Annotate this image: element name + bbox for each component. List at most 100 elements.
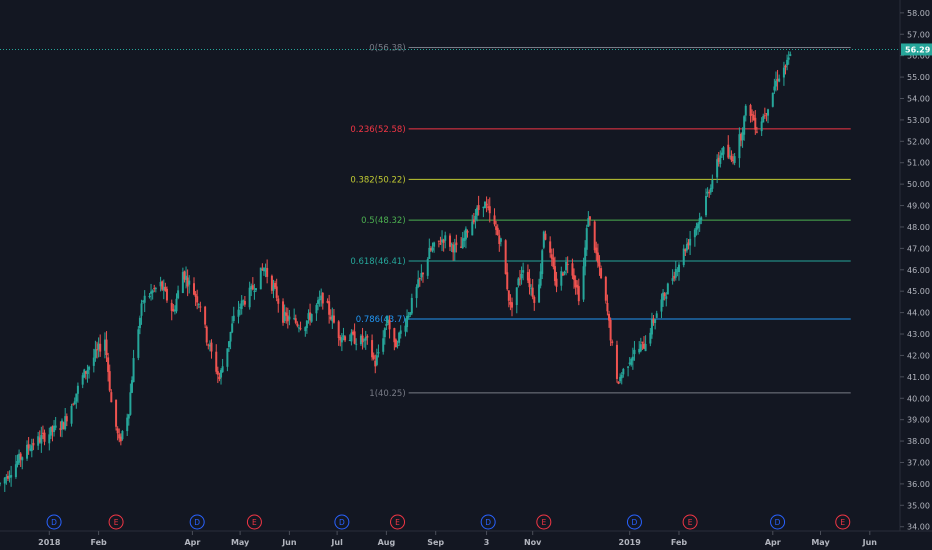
candle-body <box>30 445 33 452</box>
candle-body <box>650 319 653 335</box>
candle-body <box>138 317 141 329</box>
candle-body <box>507 290 510 301</box>
earnings-marker[interactable]: E <box>536 514 552 530</box>
candle-body <box>107 357 110 372</box>
candle-body <box>385 323 388 326</box>
candle-body <box>173 309 176 312</box>
candle-body <box>148 296 151 298</box>
candle-body <box>14 464 17 478</box>
candle-body <box>226 348 229 367</box>
earnings-marker[interactable]: E <box>682 514 698 530</box>
dividend-marker[interactable]: D <box>189 514 205 530</box>
candle-body <box>220 370 223 378</box>
candle-body <box>309 312 312 321</box>
candle-body <box>585 228 588 250</box>
candle-body <box>673 275 676 279</box>
event-circle <box>626 514 642 530</box>
candle-body <box>62 422 65 430</box>
candle-body <box>522 270 525 273</box>
earnings-marker[interactable]: E <box>835 514 851 530</box>
candle-body <box>404 325 407 332</box>
candle-body <box>565 261 568 271</box>
fibonacci-retracement[interactable]: 0(56.38) 0.236(52.58) 0.382(50.22) 0.5(48.3… <box>350 44 851 399</box>
candle-body <box>342 335 345 337</box>
candle-body <box>374 360 377 367</box>
price-axis[interactable]: 34.00 35.00 36.00 37.00 38.00 39.00 40.00 41.00… <box>900 9 930 532</box>
candle-body <box>782 67 785 78</box>
candle-body <box>642 343 645 349</box>
candle-body <box>363 339 366 341</box>
candle-body <box>218 376 221 380</box>
last-price-badge <box>901 43 932 56</box>
candle-body <box>495 226 498 230</box>
candle-body <box>461 238 464 249</box>
dividend-marker[interactable]: D <box>770 514 786 530</box>
candle-body <box>611 341 614 344</box>
candle-body <box>251 285 254 290</box>
time-axis[interactable]: 2018 Feb Apr May Jun Jul Aug Sep 3 Nov 2019 Feb Apr M… <box>38 531 877 547</box>
x-tick-label: Feb <box>90 538 107 547</box>
candle-body <box>728 155 731 157</box>
candle-body <box>116 428 119 434</box>
y-tick-label: 35.00 <box>907 501 930 510</box>
x-tick-label: Sep <box>427 538 444 547</box>
candle-body <box>460 246 463 248</box>
candle-body <box>530 287 533 289</box>
candle-body <box>593 221 596 251</box>
event-circle <box>536 514 552 530</box>
candle-body <box>170 302 173 311</box>
candle-body <box>450 243 453 245</box>
candle-body <box>172 309 175 312</box>
candle-body <box>399 330 402 334</box>
candle-body <box>231 323 234 333</box>
candle-body <box>140 303 143 316</box>
candle-body <box>16 460 19 465</box>
candle-body <box>410 297 413 314</box>
candle-body <box>364 337 367 341</box>
candle-body <box>255 288 258 291</box>
candle-body <box>649 332 652 344</box>
candle-body <box>717 157 720 162</box>
candle-body <box>262 267 265 272</box>
earnings-marker[interactable]: E <box>390 514 406 530</box>
candle-body <box>282 301 285 323</box>
candle-body <box>394 339 397 348</box>
event-label: E <box>541 518 546 527</box>
candle-body <box>485 203 488 206</box>
earnings-marker[interactable]: E <box>108 514 124 530</box>
y-tick-label: 47.00 <box>907 244 930 253</box>
candle-body <box>270 275 273 291</box>
candle-body <box>627 366 630 368</box>
candle-body <box>639 344 642 352</box>
candle-body <box>542 231 545 248</box>
dividend-marker[interactable]: D <box>334 514 350 530</box>
candle-body <box>439 243 442 245</box>
candle-body <box>143 295 146 303</box>
dividend-marker[interactable]: D <box>46 514 62 530</box>
y-tick-label: 42.00 <box>907 351 930 360</box>
candle-body <box>293 318 296 320</box>
dividend-marker[interactable]: D <box>480 514 496 530</box>
earnings-marker[interactable]: E <box>246 514 262 530</box>
candle-body <box>216 371 219 375</box>
candle-body <box>442 239 445 243</box>
candle-body <box>92 357 95 366</box>
event-label: E <box>840 518 845 527</box>
candle-body <box>329 316 332 320</box>
candle-body <box>482 206 485 209</box>
candle-body <box>371 340 374 358</box>
candle-body <box>229 331 232 342</box>
candle-body <box>18 453 21 463</box>
event-circle <box>108 514 124 530</box>
candle-body <box>674 268 677 278</box>
candle-body <box>628 362 631 365</box>
candle-body <box>666 283 669 295</box>
dividend-marker[interactable]: D <box>626 514 642 530</box>
candle-body <box>752 114 755 121</box>
y-tick-label: 57.00 <box>907 30 930 39</box>
event-label: D <box>51 518 57 527</box>
candle-body <box>604 276 607 301</box>
candle-body <box>97 343 100 350</box>
